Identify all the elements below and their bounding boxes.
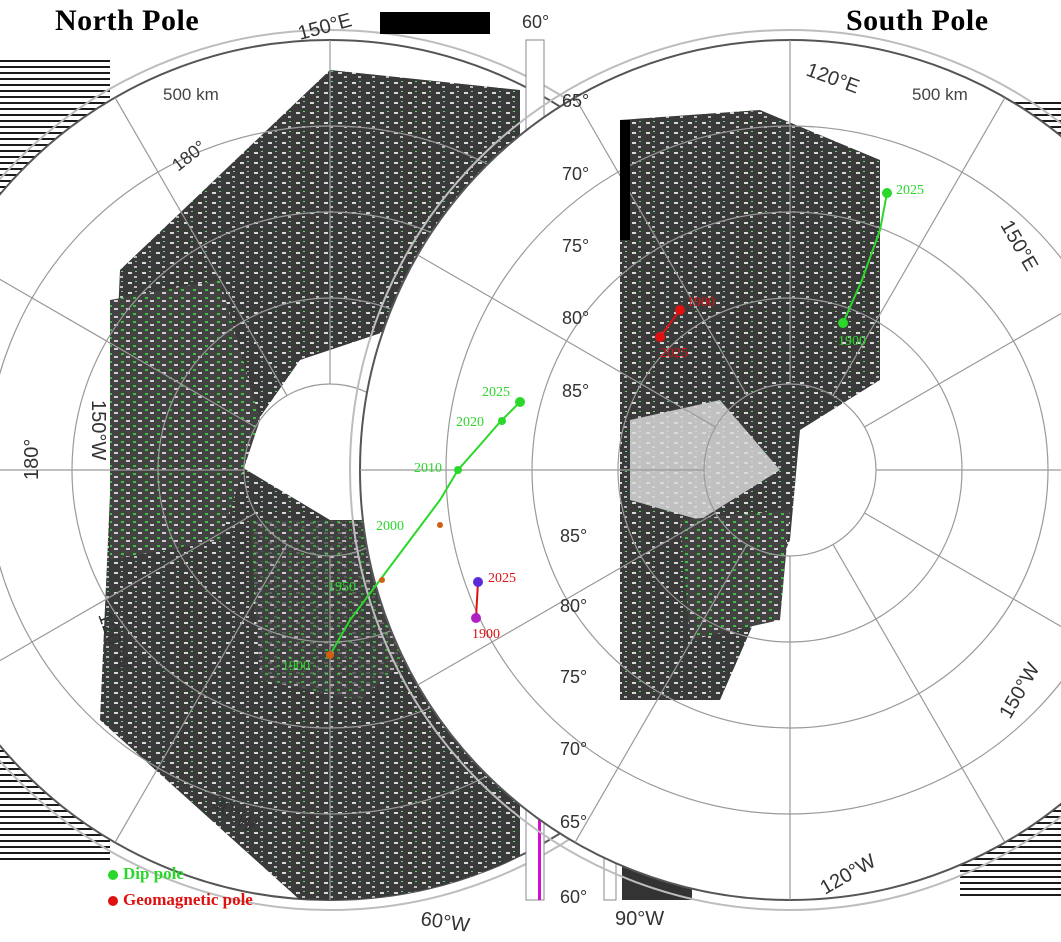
south-dip-2025-marker	[882, 188, 892, 198]
south-dip-year-1900: 1900	[838, 334, 866, 349]
north-top-bar	[380, 12, 490, 34]
pole-tracks	[326, 188, 892, 659]
north-geo-year-1900: 1900	[472, 627, 500, 642]
south-scale-label: 500 km	[912, 85, 968, 104]
north-dip-year-1950: 1950	[328, 580, 356, 595]
south-dip-year-2025: 2025	[896, 183, 924, 198]
north-dip-2000-marker	[437, 522, 443, 528]
north-dip-year-1900: 1900	[282, 659, 310, 674]
south-meridian	[417, 254, 716, 428]
south-dip-1900-marker	[838, 318, 848, 328]
south-meridian	[574, 544, 748, 843]
legend-dip-label: Dip pole	[123, 864, 184, 883]
south-meridian	[832, 544, 1006, 843]
north-lon-150w: 150°W	[87, 400, 109, 460]
legend-geo-marker	[108, 896, 118, 907]
south-geo-year-2025: 2025	[660, 346, 688, 361]
north-dip-1950-marker	[379, 577, 385, 583]
lat-upper-75: 75°	[562, 236, 589, 256]
south-panel-title: South Pole	[846, 4, 989, 37]
south-pole-panel	[349, 29, 1061, 911]
north-dip-year-2010: 2010	[414, 461, 442, 476]
lat-lower-80: 80°	[560, 596, 587, 616]
lat-lower-60: 60°	[560, 887, 587, 907]
north-lon-180: 180°	[21, 439, 43, 480]
lat-upper-85: 85°	[562, 381, 589, 401]
north-dip-1900-marker	[326, 651, 334, 659]
south-lon-90w: 90°W	[615, 908, 664, 930]
north-dip-year-2025: 2025	[482, 385, 510, 400]
south-meridian	[417, 512, 716, 686]
south-meridian	[574, 97, 748, 396]
north-dip-2010-marker	[454, 466, 462, 474]
south-meridian	[832, 97, 1006, 396]
north-geo-1900-marker	[471, 613, 481, 623]
south-geo-2025-marker	[655, 332, 665, 342]
legend-dip-marker	[108, 870, 118, 881]
north-panel-title: North Pole	[55, 4, 200, 37]
lat-upper-65: 65°	[562, 91, 589, 111]
legend-geomagnetic-pole: Geomagnetic pole	[108, 890, 253, 910]
north-meridian	[0, 254, 256, 428]
south-meridian	[864, 512, 1061, 686]
north-geo-year-2025: 2025	[488, 571, 516, 586]
lat-top-label: 60°	[522, 12, 549, 32]
south-geo-1900-marker	[675, 305, 685, 315]
lat-upper-70: 70°	[562, 164, 589, 184]
north-meridian	[114, 544, 288, 843]
north-dip-year-2000: 2000	[376, 519, 404, 534]
north-lon-60w: 60°W	[419, 908, 471, 937]
south-geo-year-1900: 1900	[687, 295, 715, 310]
lat-lower-70: 70°	[560, 739, 587, 759]
north-dip-2025-marker	[515, 397, 525, 407]
legend-geo-label: Geomagnetic pole	[123, 890, 253, 909]
lat-lower-65: 65°	[560, 812, 587, 832]
legend-dip-pole: Dip pole	[108, 864, 184, 884]
lat-upper-80: 80°	[562, 308, 589, 328]
north-dip-year-2020: 2020	[456, 415, 484, 430]
north-scale-label: 500 km	[163, 85, 219, 104]
north-meridian	[114, 97, 288, 396]
lat-lower-85: 85°	[560, 526, 587, 546]
north-meridian	[0, 512, 256, 686]
north-geo-2025-marker	[473, 577, 483, 587]
north-dip-2020-marker	[498, 417, 506, 425]
lat-lower-75: 75°	[560, 667, 587, 687]
south-meridian	[864, 254, 1061, 428]
